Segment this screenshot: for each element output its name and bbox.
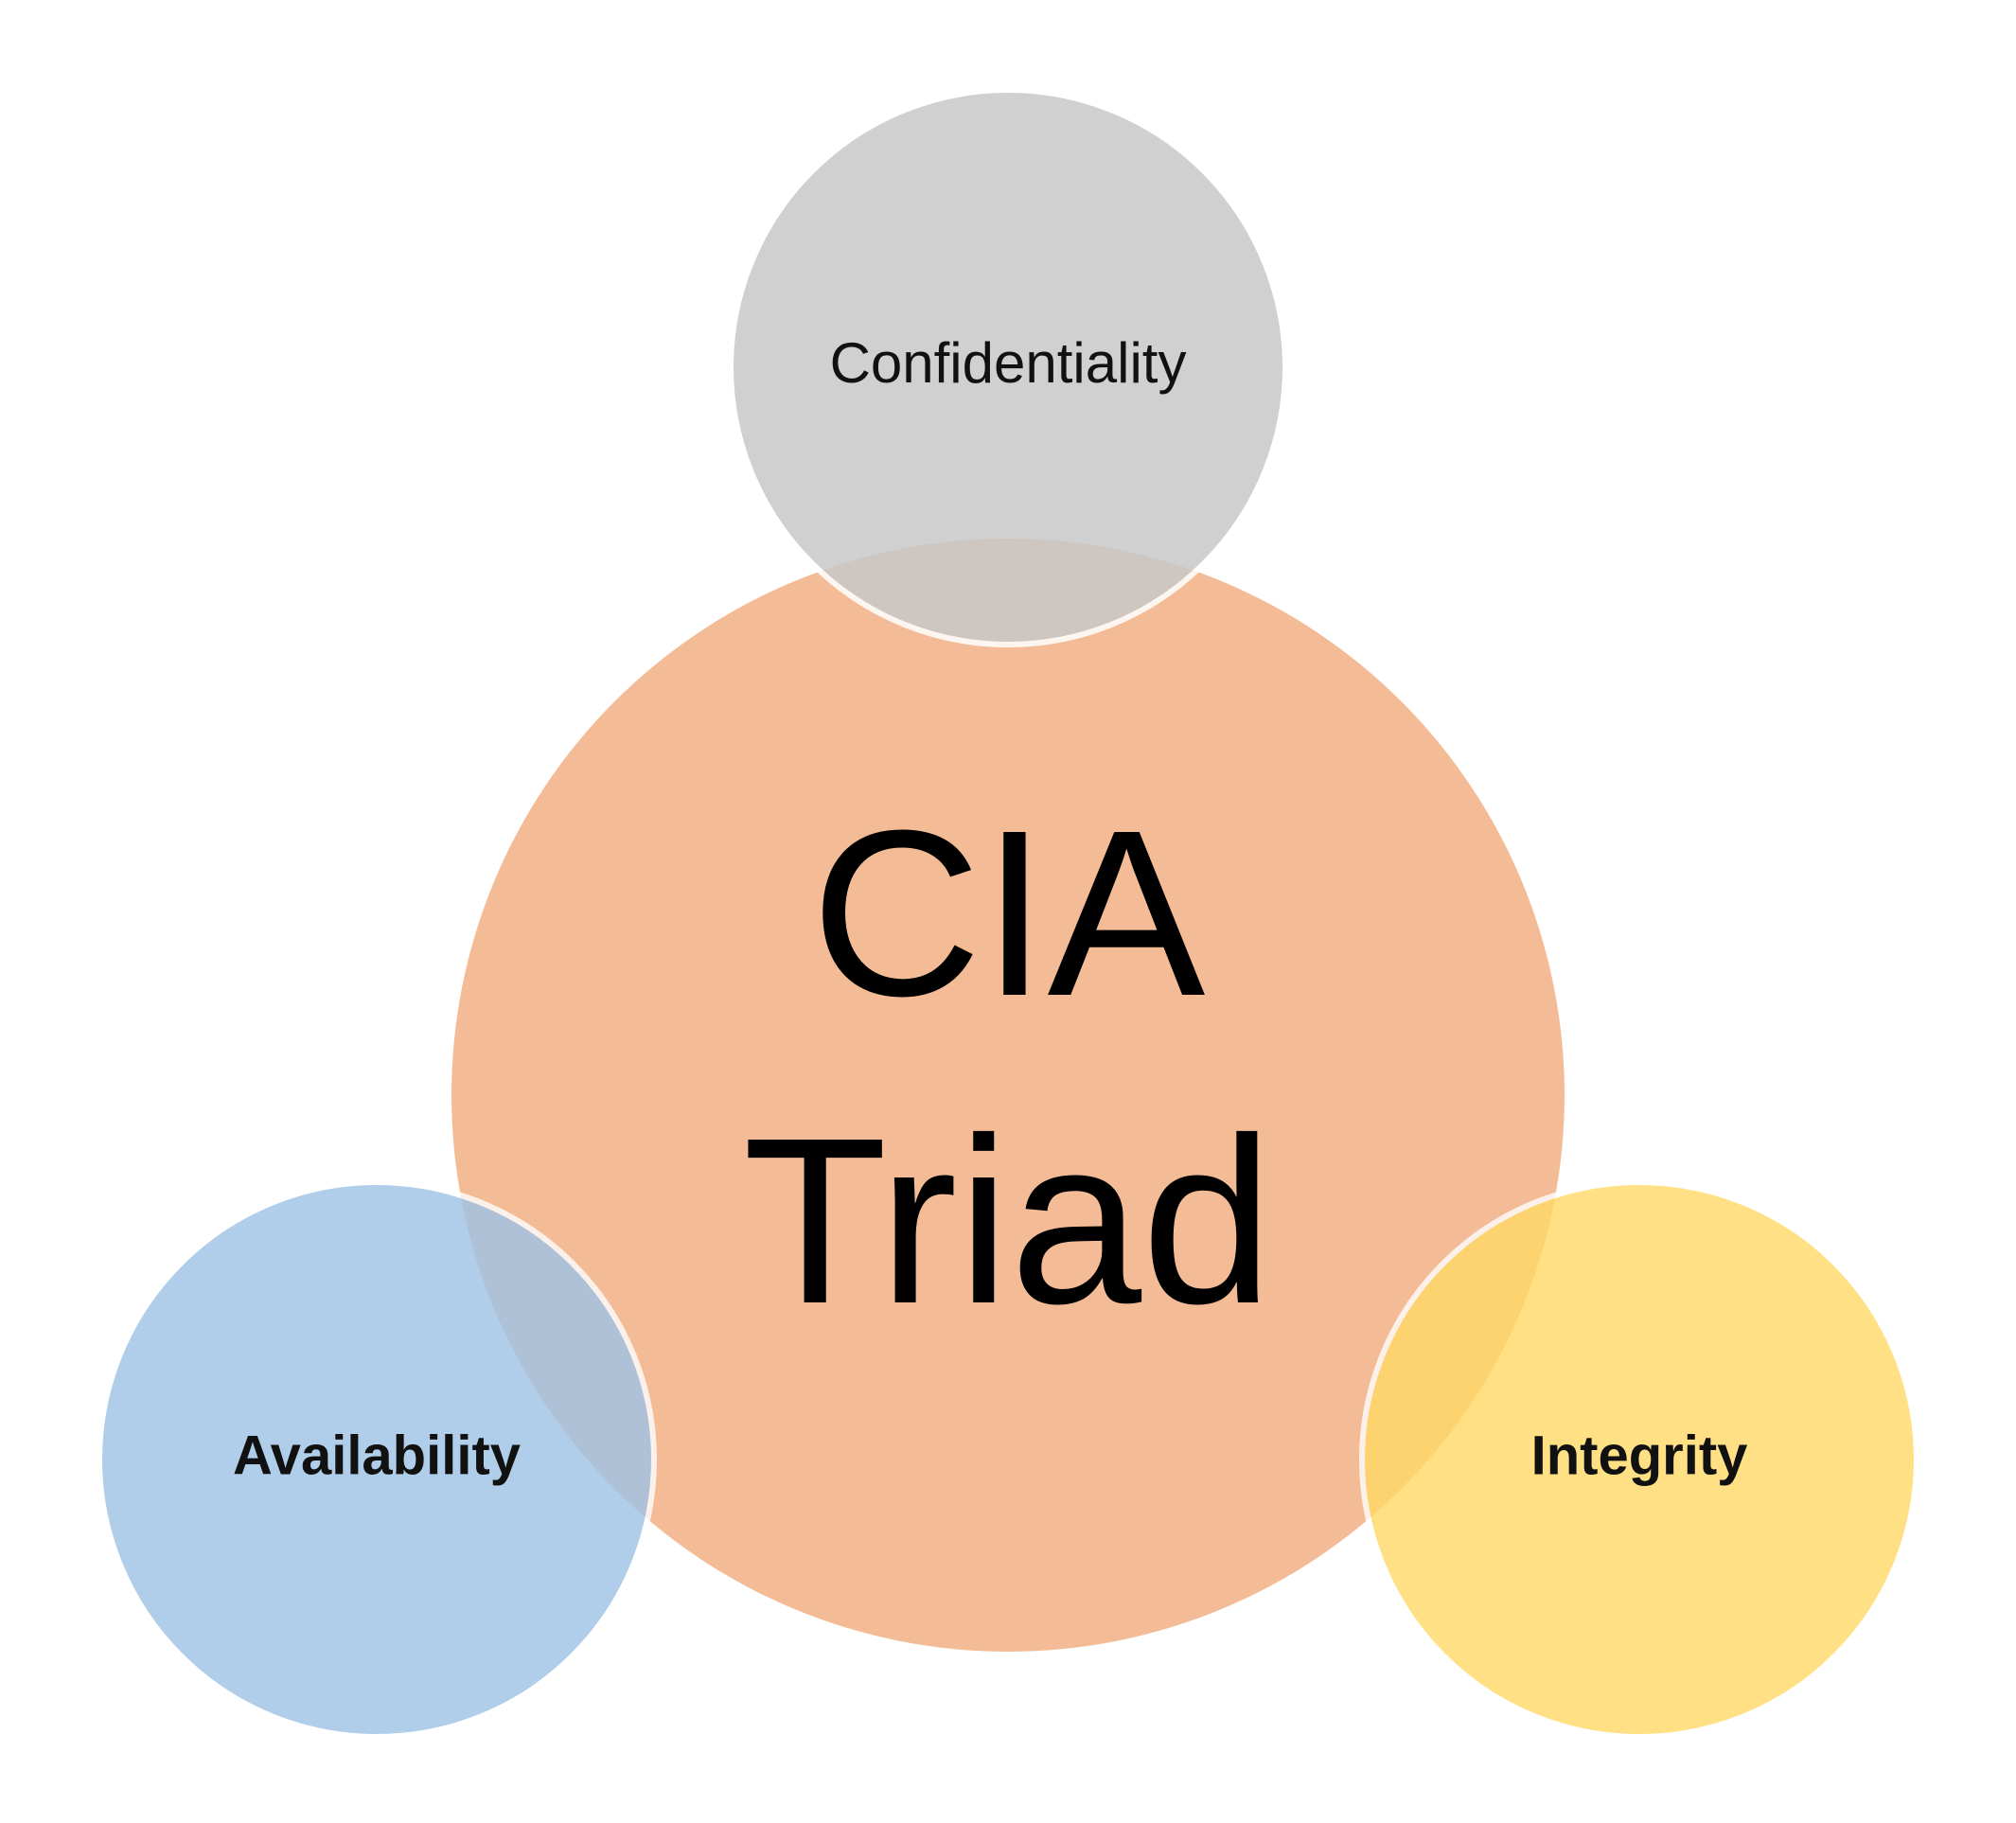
center-circle (451, 539, 1565, 1652)
integrity-circle (1359, 1179, 1919, 1740)
availability-circle (97, 1179, 657, 1740)
availability-label: Availability (233, 1425, 521, 1486)
center-title-line2: Triad (743, 1088, 1273, 1353)
confidentiality-circle (728, 87, 1288, 647)
integrity-label: Integrity (1531, 1425, 1748, 1486)
center-title-line1: CIA (811, 781, 1206, 1045)
confidentiality-label: Confidentiality (830, 331, 1187, 395)
